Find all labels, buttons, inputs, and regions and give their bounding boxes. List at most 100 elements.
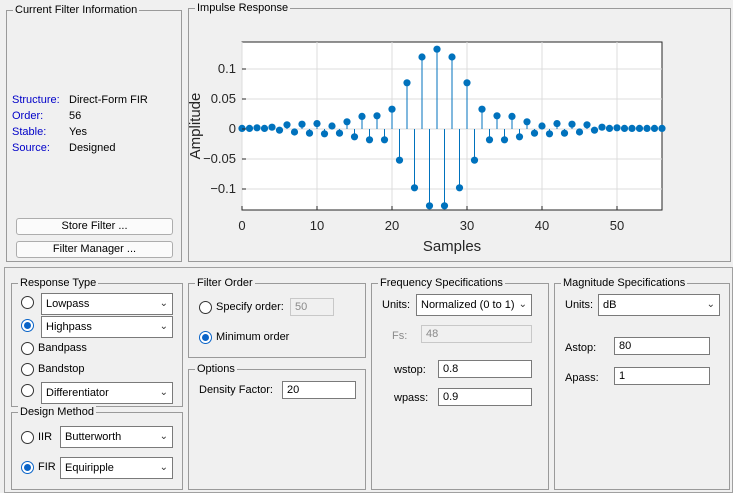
stem-marker [253, 124, 261, 132]
stem-marker [290, 128, 299, 136]
lowpass-value: Lowpass [46, 298, 90, 310]
design-method-title: Design Method [18, 406, 96, 419]
fs-input[interactable]: 48 [421, 325, 532, 343]
stem-marker [298, 120, 306, 128]
chevron-down-icon: ⌄ [159, 462, 168, 473]
fir-radio[interactable] [21, 461, 34, 474]
iir-select[interactable]: Butterworth ⌄ [60, 426, 173, 448]
stem-marker [395, 156, 404, 164]
freq-units-label: Units: [382, 299, 411, 311]
bandpass-radio[interactable] [21, 342, 34, 355]
bandpass-label[interactable]: Bandpass [38, 342, 87, 354]
specify-order-radio[interactable] [199, 301, 212, 314]
stem-marker [560, 129, 569, 137]
source-value: Designed [69, 142, 116, 154]
lowpass-select[interactable]: Lowpass ⌄ [41, 293, 173, 315]
structure-value: Direct-Form FIR [69, 94, 148, 106]
chevron-down-icon: ⌄ [159, 321, 168, 332]
x-tick-label: 0 [238, 218, 245, 233]
highpass-value: Highpass [46, 321, 92, 333]
impulse-response-chart[interactable]: 0 10 20 30 40 50 0.1 0.05 0 −0.05 −0.1 Samples Amp… [0, 0, 733, 262]
magnitude-specs-panel: Magnitude Specifications [554, 277, 730, 490]
apass-input[interactable]: 1 [614, 367, 710, 385]
y-tick-label: −0.1 [210, 181, 236, 196]
differentiator-value: Differentiator [46, 387, 109, 399]
stem-marker [275, 126, 284, 134]
filter-manager-button[interactable]: Filter Manager ... [16, 241, 173, 258]
structure-label: Structure: [12, 94, 60, 106]
stable-label: Stable: [12, 126, 47, 138]
stem-marker [643, 124, 651, 132]
y-tick-label: 0 [229, 121, 236, 136]
stem-marker [365, 136, 374, 144]
stem-marker [575, 128, 584, 136]
stem-marker [583, 121, 591, 129]
impulse-response-panel: Impulse Response [188, 2, 731, 262]
wstop-label: wstop: [394, 364, 426, 376]
x-tick-label: 10 [310, 218, 324, 233]
stem-marker [455, 184, 464, 192]
stem-marker [358, 112, 366, 120]
highpass-select[interactable]: Highpass ⌄ [41, 316, 173, 338]
specify-order-input[interactable]: 50 [290, 298, 334, 316]
iir-value: Butterworth [65, 431, 122, 443]
design-method-panel: Design Method [11, 406, 183, 490]
highpass-radio[interactable] [21, 319, 34, 332]
stem-marker [553, 120, 561, 128]
stem-marker [658, 124, 666, 132]
impulse-response-title: Impulse Response [195, 2, 291, 15]
stem-marker [425, 202, 434, 210]
stable-value: Yes [69, 126, 87, 138]
stem-marker [335, 129, 344, 137]
astop-input[interactable]: 80 [614, 337, 710, 355]
stem-marker [493, 112, 501, 120]
iir-radio[interactable] [21, 431, 34, 444]
differentiator-select[interactable]: Differentiator ⌄ [41, 382, 173, 404]
wpass-label: wpass: [394, 392, 429, 404]
y-axis-label: Amplitude [187, 93, 204, 160]
options-panel: Options [188, 363, 366, 490]
stem-marker [515, 133, 524, 141]
current-filter-panel: Current Filter Information Structure: Di… [6, 4, 182, 262]
current-filter-title: Current Filter Information [13, 4, 140, 17]
stem-marker [538, 122, 546, 130]
stem-marker [305, 129, 314, 137]
store-filter-button[interactable]: Store Filter ... [16, 218, 173, 235]
stem-marker [463, 79, 471, 87]
bandstop-radio[interactable] [21, 363, 34, 376]
minimum-order-radio[interactable] [199, 331, 212, 344]
fir-label[interactable]: FIR [38, 461, 56, 473]
y-tick-label: 0.05 [211, 91, 236, 106]
stem-marker [418, 53, 426, 61]
specify-order-label[interactable]: Specify order: [216, 301, 284, 313]
stem-marker [628, 124, 636, 132]
stem-marker [433, 45, 441, 53]
stem-marker [635, 124, 644, 132]
density-factor-input[interactable]: 20 [282, 381, 356, 399]
frequency-specs-panel: Frequency Specifications [371, 277, 549, 490]
chevron-down-icon: ⌄ [159, 387, 168, 398]
stem-marker [620, 124, 629, 132]
fir-select[interactable]: Equiripple ⌄ [60, 457, 173, 479]
stem-marker [380, 136, 389, 144]
mag-units-select[interactable]: dB ⌄ [598, 294, 720, 316]
wpass-input[interactable]: 0.9 [438, 388, 532, 406]
freq-units-select[interactable]: Normalized (0 to 1) ⌄ [416, 294, 532, 316]
iir-label[interactable]: IIR [38, 431, 53, 443]
mag-units-label: Units: [565, 299, 594, 311]
stem-marker [440, 202, 449, 210]
filter-order-panel: Filter Order [188, 277, 366, 358]
bandstop-label[interactable]: Bandstop [38, 363, 85, 375]
stem-marker [568, 120, 576, 128]
minimum-order-label[interactable]: Minimum order [216, 331, 290, 343]
wstop-input[interactable]: 0.8 [438, 360, 532, 378]
stem-marker [650, 124, 659, 132]
differentiator-radio[interactable] [21, 384, 34, 397]
lowpass-radio[interactable] [21, 296, 34, 309]
y-tick-label: 0.1 [218, 61, 236, 76]
source-label: Source: [12, 142, 50, 154]
stem-marker [328, 122, 336, 130]
response-type-title: Response Type [18, 277, 99, 290]
stem-marker [590, 126, 599, 134]
stem-marker [598, 123, 606, 131]
